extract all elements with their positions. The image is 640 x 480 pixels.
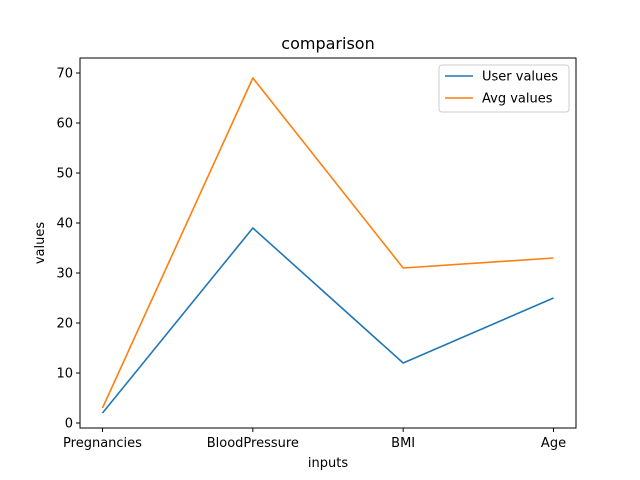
y-tick-label: 40 [56, 217, 73, 232]
x-axis: Pregnancies BloodPressure BMI Age [63, 428, 566, 451]
x-tick-label: Age [541, 436, 566, 451]
x-tick-label: Pregnancies [63, 436, 142, 451]
chart-title: comparison [281, 34, 374, 53]
y-axis-label: values [33, 222, 48, 265]
x-tick-label: BMI [391, 436, 415, 451]
plot-area [80, 58, 576, 428]
y-tick-label: 60 [56, 117, 73, 132]
y-tick-label: 30 [56, 267, 73, 282]
legend-entry: Avg values [482, 92, 553, 107]
legend: User values Avg values [438, 64, 570, 113]
plot-background [80, 58, 576, 428]
series-line-user-values [101, 227, 554, 414]
y-axis: 0 10 20 30 40 50 60 70 [56, 67, 80, 432]
y-tick-label: 0 [65, 417, 73, 432]
series-layer [101, 77, 554, 414]
axes-frame [79, 57, 577, 429]
x-tick-label: BloodPressure [207, 436, 299, 451]
y-tick-label: 70 [56, 67, 73, 82]
y-tick-label: 50 [56, 167, 73, 182]
series-line-avg-values [101, 77, 554, 409]
x-axis-label: inputs [308, 456, 348, 471]
legend-entry: User values [482, 70, 558, 85]
y-tick-label: 10 [56, 367, 73, 382]
y-tick-label: 20 [56, 317, 73, 332]
